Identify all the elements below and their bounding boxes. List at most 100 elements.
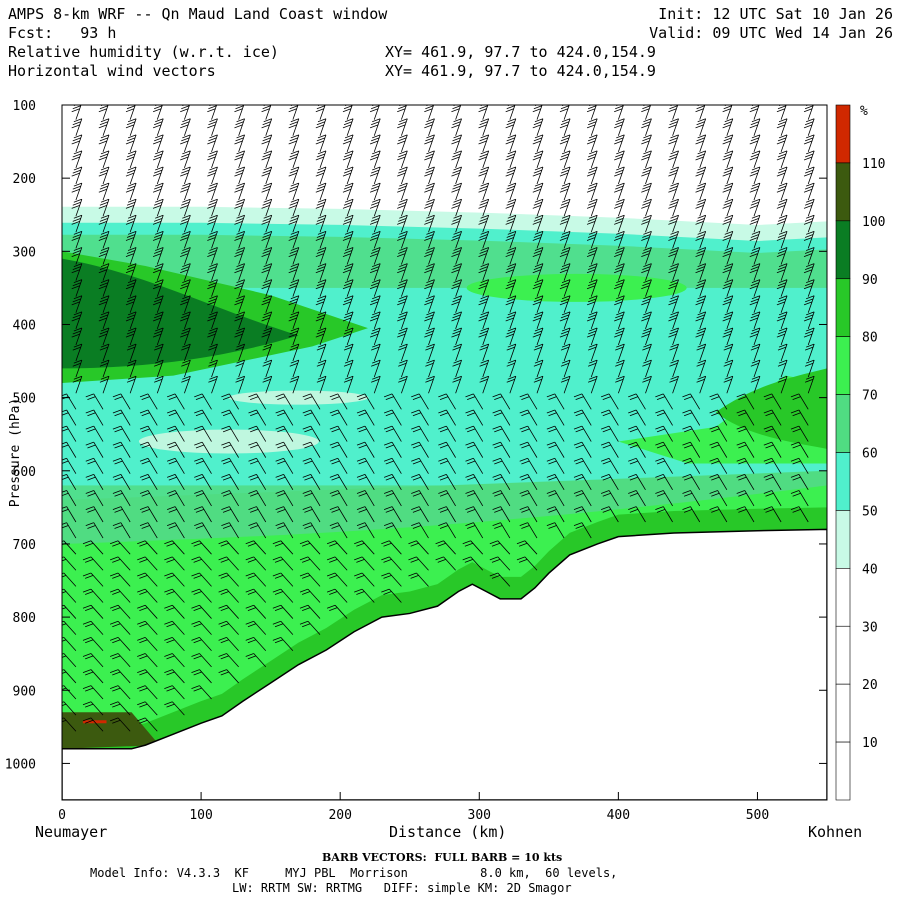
wind-barb xyxy=(559,263,571,281)
wind-barb xyxy=(424,231,435,249)
wind-barb xyxy=(559,134,571,152)
wind-barb xyxy=(315,134,327,152)
wind-barb xyxy=(668,150,679,169)
wind-barb xyxy=(299,604,321,619)
wind-barb xyxy=(425,343,435,362)
wind-barb xyxy=(112,474,131,491)
wind-barb xyxy=(369,327,381,346)
wind-barb xyxy=(383,425,402,442)
wind-barb xyxy=(180,166,191,185)
wind-barb xyxy=(152,247,164,265)
wind-barb xyxy=(218,620,239,635)
wind-barb xyxy=(722,231,734,249)
wind-barb xyxy=(586,118,598,136)
wind-barb xyxy=(152,311,164,329)
wind-barb xyxy=(451,311,462,329)
wind-barb xyxy=(776,166,788,185)
wind-barb xyxy=(180,263,191,281)
wind-barb xyxy=(342,295,354,313)
wind-barb xyxy=(154,343,164,362)
wind-barb xyxy=(587,343,598,362)
colorbar-swatch xyxy=(835,625,851,685)
wind-barb xyxy=(628,474,646,491)
wind-barb xyxy=(191,604,212,619)
wind-barb xyxy=(695,166,707,185)
xy-range-1: XY= 461.9, 97.7 to 424.0,154.9 xyxy=(385,43,656,61)
wind-barb xyxy=(641,150,652,169)
wind-barb xyxy=(451,182,462,201)
wind-barb xyxy=(275,506,294,523)
wind-barb xyxy=(275,490,294,507)
wind-barb xyxy=(790,441,809,458)
wind-barb xyxy=(152,231,164,249)
wind-barb xyxy=(492,457,511,474)
wind-barb xyxy=(668,247,679,265)
wind-barb xyxy=(234,279,245,297)
wind-barb xyxy=(370,359,381,378)
wind-barb xyxy=(736,506,755,523)
wind-barb xyxy=(586,166,598,185)
wind-barb xyxy=(776,231,788,249)
wind-barb xyxy=(478,279,490,297)
wind-barb xyxy=(315,327,327,346)
y-tick-label: 400 xyxy=(13,318,36,333)
wind-barb xyxy=(398,375,408,394)
wind-barb xyxy=(272,620,294,635)
wind-barb xyxy=(315,166,327,185)
wind-barb xyxy=(125,150,137,169)
wind-barb xyxy=(655,457,673,474)
wind-barb xyxy=(356,441,375,458)
wind-barb xyxy=(641,279,652,297)
wind-barb xyxy=(533,375,544,394)
wind-barb xyxy=(559,150,571,169)
wind-barb xyxy=(112,425,131,442)
wind-barb xyxy=(98,311,110,329)
wind-barb xyxy=(180,134,191,152)
wind-barb xyxy=(452,359,462,378)
colorbar-unit: % xyxy=(860,104,868,119)
wind-barb xyxy=(655,409,673,426)
wind-barb xyxy=(777,359,788,378)
wind-barb xyxy=(615,359,625,378)
wind-barb xyxy=(655,393,673,410)
wind-barb xyxy=(370,375,381,394)
wind-barb xyxy=(315,198,327,217)
wind-barb xyxy=(208,375,218,394)
wind-barb xyxy=(559,279,571,297)
wind-barb xyxy=(776,150,788,169)
colorbar-swatch xyxy=(835,394,851,453)
wind-barb xyxy=(424,279,435,297)
colorbar-swatch xyxy=(835,452,851,511)
wind-barb xyxy=(803,118,815,136)
wind-barb xyxy=(695,182,707,201)
wind-barb xyxy=(776,263,788,281)
wind-barb xyxy=(722,327,734,346)
colorbar-label: 50 xyxy=(862,504,878,519)
wind-barb xyxy=(164,572,185,587)
wind-barb xyxy=(85,393,104,410)
wind-barb xyxy=(790,474,809,491)
wind-barb xyxy=(166,425,185,442)
wind-barb xyxy=(532,134,544,152)
wind-barb xyxy=(532,118,544,136)
wind-barb xyxy=(62,474,77,491)
wind-barb xyxy=(299,556,321,571)
wind-barb xyxy=(586,279,598,297)
wind-barb xyxy=(505,295,517,313)
wind-barb xyxy=(383,506,402,523)
wind-barb xyxy=(166,506,185,523)
wind-barb xyxy=(749,247,761,265)
wind-barb xyxy=(126,359,137,378)
wind-barb xyxy=(519,506,538,523)
colorbar-label: 10 xyxy=(862,736,878,751)
wind-barb xyxy=(695,311,707,329)
wind-barb xyxy=(438,393,456,410)
wind-barb xyxy=(397,182,408,201)
wind-barb xyxy=(615,375,625,394)
wind-barb xyxy=(438,409,456,426)
wind-barb xyxy=(139,425,158,442)
wind-barb xyxy=(98,182,110,201)
wind-barb xyxy=(722,150,734,169)
wind-barb xyxy=(435,556,456,571)
wind-barb xyxy=(289,343,300,362)
